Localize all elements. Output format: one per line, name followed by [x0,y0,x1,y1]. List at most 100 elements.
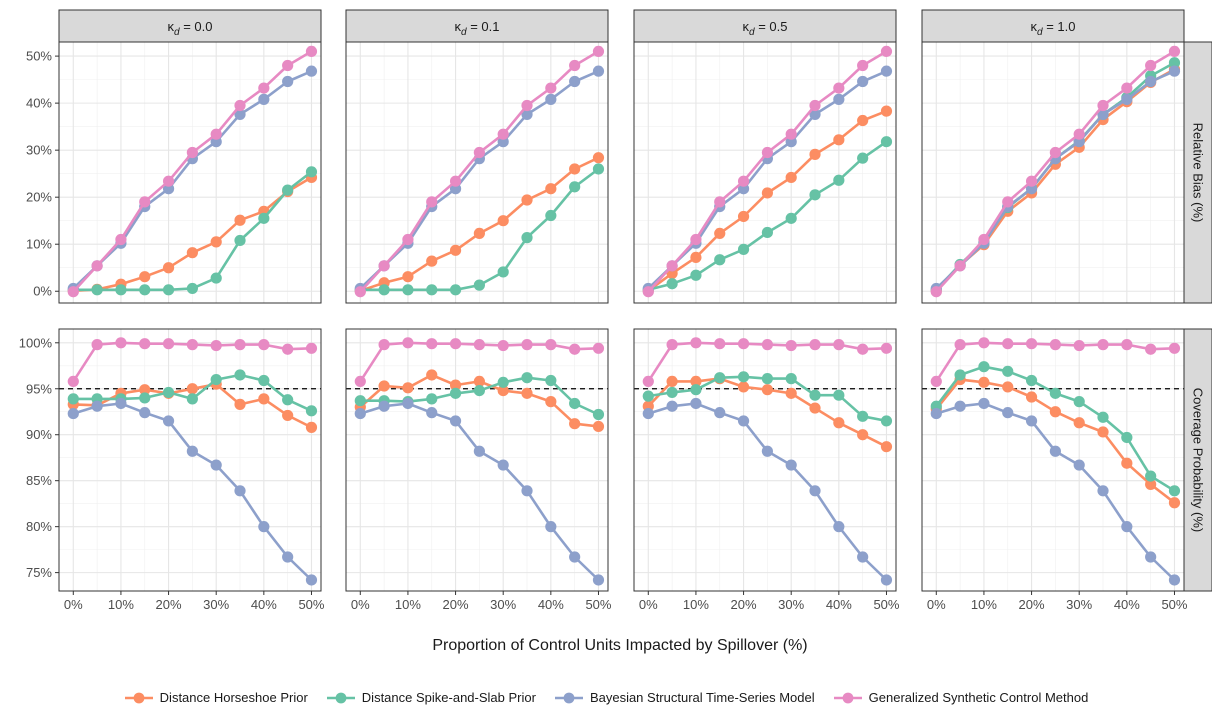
data-point-bayesian-structural-time-series-model [497,459,509,471]
data-point-distance-horseshoe-prior [880,105,893,117]
data-point-distance-spike-and-slab-prior [737,243,750,255]
data-point-distance-horseshoe-prior [761,384,773,396]
data-point-distance-spike-and-slab-prior [67,393,79,405]
y-tick-label: 85% [26,473,52,488]
data-point-distance-spike-and-slab-prior [737,371,750,383]
data-point-distance-spike-and-slab-prior [305,405,318,417]
data-point-distance-spike-and-slab-prior [545,374,557,387]
data-point-distance-horseshoe-prior [666,375,678,387]
data-point-generalized-synthetic-control-method [473,146,485,159]
data-point-distance-spike-and-slab-prior [258,374,270,387]
data-point-distance-spike-and-slab-prior [545,209,557,222]
data-point-generalized-synthetic-control-method [592,342,605,354]
data-point-distance-spike-and-slab-prior [880,136,893,148]
data-point-generalized-synthetic-control-method [449,175,462,187]
legend-item-distance-horseshoe-prior: Distance Horseshoe Prior [124,690,308,705]
data-point-generalized-synthetic-control-method [833,339,845,351]
data-point-bayesian-structural-time-series-model [1168,65,1181,77]
data-point-generalized-synthetic-control-method [569,59,581,72]
data-point-bayesian-structural-time-series-model [402,397,414,410]
facet-strip-row-1 [1183,328,1212,592]
data-point-generalized-synthetic-control-method [666,260,678,272]
data-point-bayesian-structural-time-series-model [592,574,605,586]
data-point-bayesian-structural-time-series-model [139,407,151,419]
data-point-distance-horseshoe-prior [737,210,750,223]
data-point-generalized-synthetic-control-method [545,82,557,94]
x-tick-label: 0% [64,597,83,612]
panel-border [345,41,609,304]
data-point-generalized-synthetic-control-method [737,175,750,187]
data-point-generalized-synthetic-control-method [497,128,509,140]
data-point-distance-horseshoe-prior [714,227,726,239]
data-point-bayesian-structural-time-series-model [833,521,845,533]
data-point-bayesian-structural-time-series-model [67,407,79,420]
data-point-bayesian-structural-time-series-model [1121,521,1133,533]
data-point-distance-horseshoe-prior [809,148,821,160]
data-point-bayesian-structural-time-series-model [954,400,966,412]
panel-border [633,328,897,592]
data-point-distance-horseshoe-prior [258,393,270,405]
data-point-distance-horseshoe-prior [809,402,821,414]
data-point-generalized-synthetic-control-method [449,338,462,350]
x-tick-label: 20% [1019,597,1045,612]
data-point-generalized-synthetic-control-method [354,286,366,298]
facet-strip-label-row-1: Coverage Probability (%) [1191,388,1206,533]
x-tick-label: 10% [683,597,709,612]
data-point-distance-spike-and-slab-prior [497,266,509,278]
data-point-distance-horseshoe-prior [1025,391,1038,403]
data-point-distance-spike-and-slab-prior [91,284,103,296]
data-point-generalized-synthetic-control-method [1121,339,1133,351]
data-point-distance-spike-and-slab-prior [1097,411,1109,423]
data-point-bayesian-structural-time-series-model [162,415,175,427]
facet-strip-col-0 [58,9,322,43]
legend-key-distance-horseshoe-prior [124,692,153,703]
data-point-generalized-synthetic-control-method [857,343,869,355]
data-point-distance-horseshoe-prior [857,429,869,441]
data-point-distance-spike-and-slab-prior [402,284,414,296]
data-point-generalized-synthetic-control-method [1002,196,1014,208]
data-point-bayesian-structural-time-series-model [809,108,821,121]
data-point-distance-horseshoe-prior [833,134,845,146]
data-point-distance-horseshoe-prior [545,396,557,408]
y-tick-label: 75% [26,565,52,580]
data-point-generalized-synthetic-control-method [737,338,750,350]
facet-strip-label-col-1: κd = 0.1 [455,19,500,38]
data-point-distance-spike-and-slab-prior [186,282,198,295]
x-tick-label: 50% [298,597,324,612]
data-point-distance-spike-and-slab-prior [857,152,869,164]
data-point-bayesian-structural-time-series-model [1073,459,1085,471]
data-point-generalized-synthetic-control-method [354,375,366,387]
y-tick-label: 20% [26,190,52,205]
data-point-distance-spike-and-slab-prior [426,284,438,296]
data-point-generalized-synthetic-control-method [714,338,726,350]
data-point-generalized-synthetic-control-method [378,339,390,351]
data-point-generalized-synthetic-control-method [282,343,294,355]
data-point-generalized-synthetic-control-method [234,99,246,112]
panel-r1-c0: 75% 80% 85% 90% 95% 100% 0% 10% 20% 30% 40% 50% [19,328,325,612]
panel-r0-c3 [921,41,1185,304]
x-tick-label: 30% [1066,597,1092,612]
legend-key-point [335,692,347,703]
data-point-generalized-synthetic-control-method [785,339,797,352]
x-tick-label: 0% [351,597,370,612]
data-point-generalized-synthetic-control-method [162,175,175,187]
data-point-bayesian-structural-time-series-model [1145,551,1157,563]
x-tick-label: 40% [538,597,564,612]
data-point-distance-spike-and-slab-prior [473,384,485,397]
data-point-bayesian-structural-time-series-model [115,397,127,410]
y-tick-label: 90% [26,427,52,442]
data-point-distance-horseshoe-prior [1049,406,1061,418]
data-point-distance-horseshoe-prior [521,387,533,399]
data-point-bayesian-structural-time-series-model [473,445,485,457]
data-point-generalized-synthetic-control-method [1121,82,1133,94]
data-point-generalized-synthetic-control-method [690,233,702,246]
data-point-distance-spike-and-slab-prior [162,284,175,296]
x-tick-label: 30% [203,597,229,612]
data-point-bayesian-structural-time-series-model [1097,108,1109,121]
data-point-generalized-synthetic-control-method [426,196,438,208]
panel-border [921,41,1185,304]
data-point-generalized-synthetic-control-method [592,45,605,58]
data-point-distance-horseshoe-prior [1073,417,1085,429]
panel-border [58,41,322,304]
facet-strip-label-col-0: κd = 0.0 [168,19,213,38]
